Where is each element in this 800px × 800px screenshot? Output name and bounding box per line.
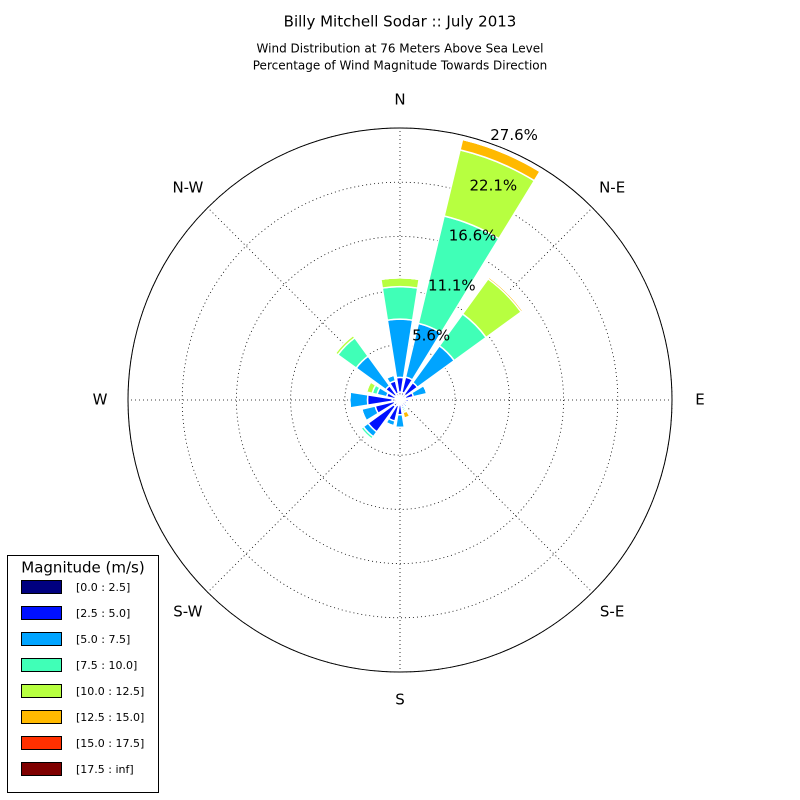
wind-segment xyxy=(334,334,354,354)
legend-label: [12.5 : 15.0] xyxy=(76,711,144,724)
legend-swatch xyxy=(21,684,62,698)
wind-segment xyxy=(385,422,394,427)
wind-segment xyxy=(386,374,395,379)
chart-subtitle: Percentage of Wind Magnitude Towards Dir… xyxy=(253,59,547,73)
ring-grid-line xyxy=(127,127,673,673)
wind-segment xyxy=(348,391,369,409)
wind-segment xyxy=(394,413,406,429)
chart-subtitle: Wind Distribution at 76 Meters Above Sea… xyxy=(257,42,544,56)
legend-swatch xyxy=(21,606,62,620)
legend-label: [10.0 : 12.5] xyxy=(76,685,144,698)
ring-label: 22.1% xyxy=(470,176,518,194)
legend-swatch xyxy=(21,580,62,594)
ring-label: 11.1% xyxy=(428,276,476,294)
legend: Magnitude (m/s) [0.0 : 2.5] [2.5 : 5.0] [5… xyxy=(7,555,159,793)
direction-label: S xyxy=(395,691,405,709)
legend-label: [0.0 : 2.5] xyxy=(76,581,130,594)
ring-grid-line xyxy=(344,344,456,456)
legend-label: [7.5 : 10.0] xyxy=(76,659,137,672)
direction-label: W xyxy=(93,391,108,409)
wind-segment xyxy=(348,392,352,408)
wind-segment xyxy=(422,385,428,394)
wind-segment xyxy=(360,427,373,440)
wind-segment xyxy=(405,401,408,404)
legend-swatch xyxy=(21,632,62,646)
legend-box xyxy=(7,555,159,793)
wind-segment xyxy=(365,381,372,393)
legend-swatch xyxy=(21,736,62,750)
direction-label: E xyxy=(695,391,704,409)
labels: N N-E E S-E S S-W W N-W 5.6% 11.1% 16.6% 22.1% 27.6% xyxy=(93,91,705,709)
direction-label: N-W xyxy=(172,178,203,196)
ring-grid-line xyxy=(236,236,564,564)
ring-grid-line xyxy=(181,181,619,619)
ring-label: 5.6% xyxy=(412,327,450,345)
legend-label: [17.5 : inf] xyxy=(76,763,134,776)
direction-label: S-E xyxy=(600,603,624,621)
wind-segment xyxy=(380,277,420,289)
grid xyxy=(127,127,673,673)
radial-grid-line xyxy=(207,399,401,593)
legend-label: [2.5 : 5.0] xyxy=(76,607,130,620)
ring-grid-line xyxy=(290,290,510,510)
legend-swatch xyxy=(21,762,62,776)
radial-grid-line xyxy=(207,207,401,401)
direction-label: S-W xyxy=(173,603,202,621)
legend-label: [5.0 : 7.5] xyxy=(76,633,130,646)
ring-label: 27.6% xyxy=(490,126,538,144)
legend-swatch xyxy=(21,710,62,724)
bars xyxy=(334,138,542,441)
legend-title: Magnitude (m/s) xyxy=(21,559,144,577)
wind-segment xyxy=(381,285,419,322)
direction-label: N-E xyxy=(599,178,625,196)
legend-swatch xyxy=(21,658,62,672)
direction-label: N xyxy=(394,91,405,109)
ring-label: 16.6% xyxy=(449,226,497,244)
radial-grid-line xyxy=(399,399,593,593)
chart-title: Billy Mitchell Sodar :: July 2013 xyxy=(284,13,517,31)
legend-label: [15.0 : 17.5] xyxy=(76,737,144,750)
